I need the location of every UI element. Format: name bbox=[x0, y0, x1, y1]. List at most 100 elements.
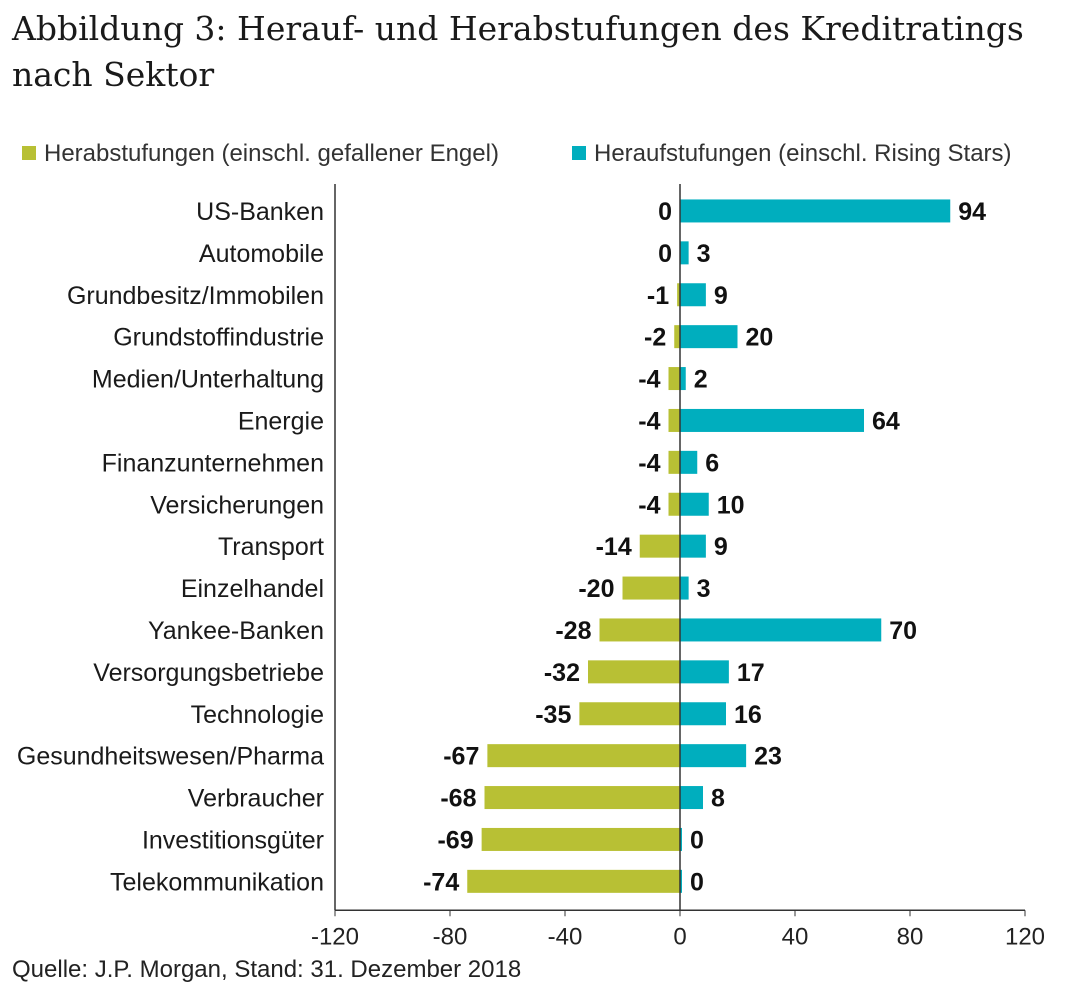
legend-label-upgrades: Heraufstufungen (einschl. Rising Stars) bbox=[594, 140, 1012, 167]
bar-upgrade bbox=[680, 325, 738, 349]
data-label-upgrade: 23 bbox=[754, 743, 782, 771]
data-label-downgrade: -4 bbox=[638, 449, 660, 477]
data-label-downgrade: -14 bbox=[596, 533, 632, 561]
data-label-upgrade: 0 bbox=[690, 868, 704, 896]
legend-swatch-downgrades bbox=[22, 145, 36, 160]
bar-downgrade bbox=[599, 618, 680, 642]
category-label: Yankee-Banken bbox=[148, 617, 324, 645]
x-tick-label: 40 bbox=[782, 923, 809, 950]
data-label-upgrade: 0 bbox=[690, 826, 704, 854]
category-label: Investitionsgüter bbox=[142, 826, 324, 854]
category-label: Grundbesitz/Immobilen bbox=[67, 282, 324, 310]
bar-downgrade bbox=[487, 744, 680, 768]
bar-downgrade bbox=[484, 786, 680, 810]
bar-upgrade bbox=[680, 408, 864, 432]
bar-downgrade bbox=[622, 576, 680, 600]
x-tick-label: -80 bbox=[433, 923, 468, 950]
source-note: Quelle: J.P. Morgan, Stand: 31. Dezember… bbox=[12, 956, 522, 983]
bar-upgrade bbox=[680, 660, 729, 684]
bar-upgrade bbox=[680, 786, 703, 810]
data-label-downgrade: -69 bbox=[437, 826, 473, 854]
bar-downgrade bbox=[481, 827, 680, 851]
category-label: Gesundheitswesen/Pharma bbox=[17, 743, 324, 771]
data-label-upgrade: 6 bbox=[705, 449, 719, 477]
data-label-downgrade: -4 bbox=[638, 407, 660, 435]
category-label: Grundstoffindustrie bbox=[113, 324, 324, 352]
bar-downgrade bbox=[668, 408, 680, 432]
data-label-upgrade: 3 bbox=[697, 575, 711, 603]
bar-upgrade bbox=[680, 576, 689, 600]
category-label: Medien/Unterhaltung bbox=[92, 366, 324, 394]
category-label: Finanzunternehmen bbox=[102, 449, 324, 477]
x-tick-label: -40 bbox=[548, 923, 583, 950]
data-label-upgrade: 64 bbox=[872, 407, 900, 435]
x-tick-label: 80 bbox=[897, 923, 924, 950]
bar-upgrade bbox=[680, 241, 689, 265]
data-label-downgrade: 0 bbox=[658, 198, 672, 226]
bar-upgrade bbox=[680, 869, 682, 893]
bar-upgrade bbox=[680, 827, 682, 851]
data-label-downgrade: -1 bbox=[647, 282, 669, 310]
x-tick-label: 120 bbox=[1005, 923, 1045, 950]
bar-downgrade bbox=[668, 492, 680, 516]
legend-label-downgrades: Herabstufungen (einschl. gefallener Enge… bbox=[44, 140, 499, 167]
bar-downgrade bbox=[677, 283, 680, 307]
data-label-downgrade: -68 bbox=[440, 785, 476, 813]
category-label: Telekommunikation bbox=[110, 868, 324, 896]
x-tick-label: -120 bbox=[311, 923, 359, 950]
bar-upgrade bbox=[680, 492, 709, 516]
category-label: Verbraucher bbox=[188, 785, 324, 813]
bar-downgrade bbox=[668, 367, 680, 391]
data-label-upgrade: 16 bbox=[734, 701, 762, 729]
data-label-downgrade: -4 bbox=[638, 366, 660, 394]
legend-item-downgrades: Herabstufungen (einschl. gefallener Enge… bbox=[22, 140, 499, 168]
category-label: US-Banken bbox=[196, 198, 324, 226]
bar-downgrade bbox=[674, 325, 680, 349]
data-label-upgrade: 9 bbox=[714, 282, 728, 310]
data-label-downgrade: -28 bbox=[555, 617, 591, 645]
category-label: Versicherungen bbox=[150, 491, 324, 519]
category-label: Energie bbox=[238, 407, 324, 435]
data-label-upgrade: 3 bbox=[697, 240, 711, 268]
bar-upgrade bbox=[680, 450, 698, 474]
category-label: Automobile bbox=[199, 240, 324, 268]
bar-upgrade bbox=[680, 534, 706, 558]
bar-upgrade bbox=[680, 367, 686, 391]
data-label-downgrade: -20 bbox=[578, 575, 614, 603]
category-label: Technologie bbox=[191, 701, 324, 729]
data-label-upgrade: 9 bbox=[714, 533, 728, 561]
data-label-downgrade: -35 bbox=[535, 701, 571, 729]
data-label-upgrade: 17 bbox=[737, 659, 765, 687]
legend: Herabstufungen (einschl. gefallener Enge… bbox=[12, 140, 1062, 174]
category-label: Versorgungsbetriebe bbox=[93, 659, 324, 687]
data-label-downgrade: -67 bbox=[443, 743, 479, 771]
data-label-downgrade: 0 bbox=[658, 240, 672, 268]
data-label-upgrade: 2 bbox=[694, 366, 708, 394]
bar-upgrade bbox=[680, 618, 882, 642]
bar-downgrade bbox=[588, 660, 680, 684]
data-label-upgrade: 70 bbox=[889, 617, 917, 645]
data-label-upgrade: 94 bbox=[958, 198, 986, 226]
legend-item-upgrades: Heraufstufungen (einschl. Rising Stars) bbox=[572, 140, 1012, 168]
bar-downgrade bbox=[467, 869, 680, 893]
data-label-upgrade: 10 bbox=[717, 491, 745, 519]
bar-downgrade bbox=[579, 702, 680, 726]
data-label-downgrade: -2 bbox=[644, 324, 666, 352]
data-label-downgrade: -4 bbox=[638, 491, 660, 519]
bar-upgrade bbox=[680, 744, 747, 768]
legend-swatch-upgrades bbox=[572, 145, 586, 160]
data-label-upgrade: 20 bbox=[746, 324, 774, 352]
chart-title: Abbildung 3: Herauf- und Herabstufungen … bbox=[12, 9, 1024, 94]
data-label-downgrade: -74 bbox=[423, 868, 459, 896]
category-label: Einzelhandel bbox=[181, 575, 324, 603]
bar-downgrade bbox=[639, 534, 680, 558]
data-label-downgrade: -32 bbox=[544, 659, 580, 687]
category-label: Transport bbox=[218, 533, 324, 561]
x-tick-label: 0 bbox=[673, 923, 686, 950]
bar-downgrade bbox=[668, 450, 680, 474]
data-label-upgrade: 8 bbox=[711, 785, 725, 813]
bar-upgrade bbox=[680, 702, 726, 726]
bar-upgrade bbox=[680, 283, 706, 307]
bar-upgrade bbox=[680, 199, 951, 223]
